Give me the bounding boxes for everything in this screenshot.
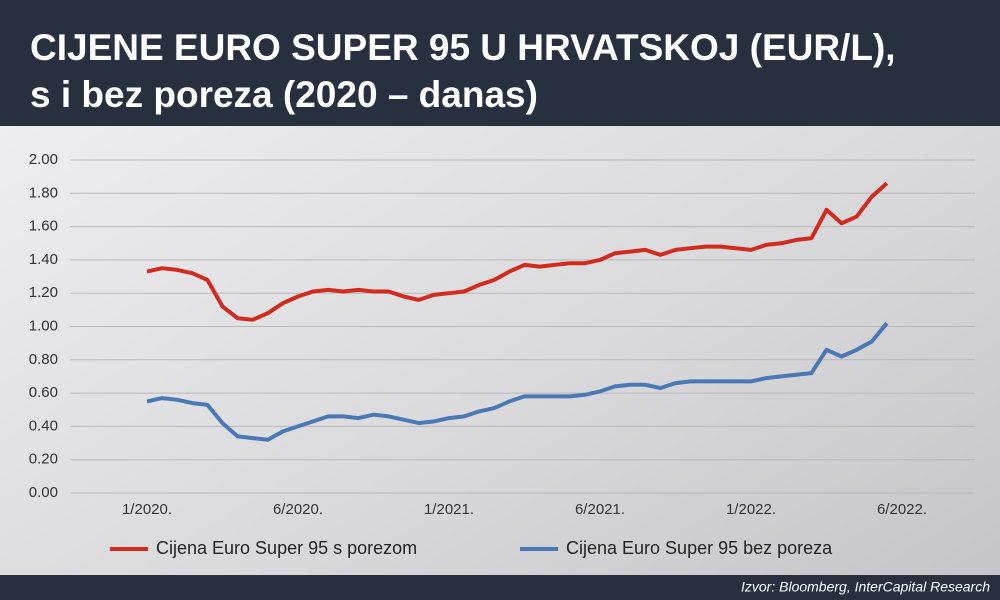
chart-title: CIJENE EURO SUPER 95 U HRVATSKOJ (EUR/L)…	[30, 27, 896, 68]
legend-label: Cijena Euro Super 95 bez poreza	[566, 538, 833, 558]
y-tick-label: 0.00	[29, 484, 58, 501]
source: Izvor: Bloomberg, InterCapital Research	[741, 579, 990, 595]
y-tick-label: 0.20	[29, 451, 58, 468]
x-tick-label: 6/2022.	[877, 501, 927, 518]
chart-title: s i bez poreza (2020 – danas)	[30, 74, 538, 115]
y-tick-label: 1.20	[29, 284, 58, 301]
y-tick-label: 1.40	[29, 251, 58, 268]
legend-label: Cijena Euro Super 95 s porezom	[156, 538, 417, 558]
y-tick-label: 1.60	[29, 218, 58, 235]
x-tick-label: 1/2022.	[726, 501, 776, 518]
footer	[0, 575, 1000, 600]
y-tick-label: 0.40	[29, 417, 58, 434]
series-line	[146, 181, 889, 322]
x-tick-label: 6/2020.	[273, 501, 323, 518]
x-tick-label: 6/2021.	[575, 501, 625, 518]
y-tick-label: 1.00	[29, 317, 58, 334]
y-tick-label: 0.60	[29, 384, 58, 401]
header	[0, 0, 1000, 126]
x-tick-label: 1/2020.	[122, 501, 172, 518]
y-tick-label: 1.80	[29, 184, 58, 201]
x-tick-label: 1/2021.	[424, 501, 474, 518]
y-tick-label: 2.00	[29, 151, 58, 168]
y-tick-label: 0.80	[29, 351, 58, 368]
series-line	[146, 321, 889, 442]
